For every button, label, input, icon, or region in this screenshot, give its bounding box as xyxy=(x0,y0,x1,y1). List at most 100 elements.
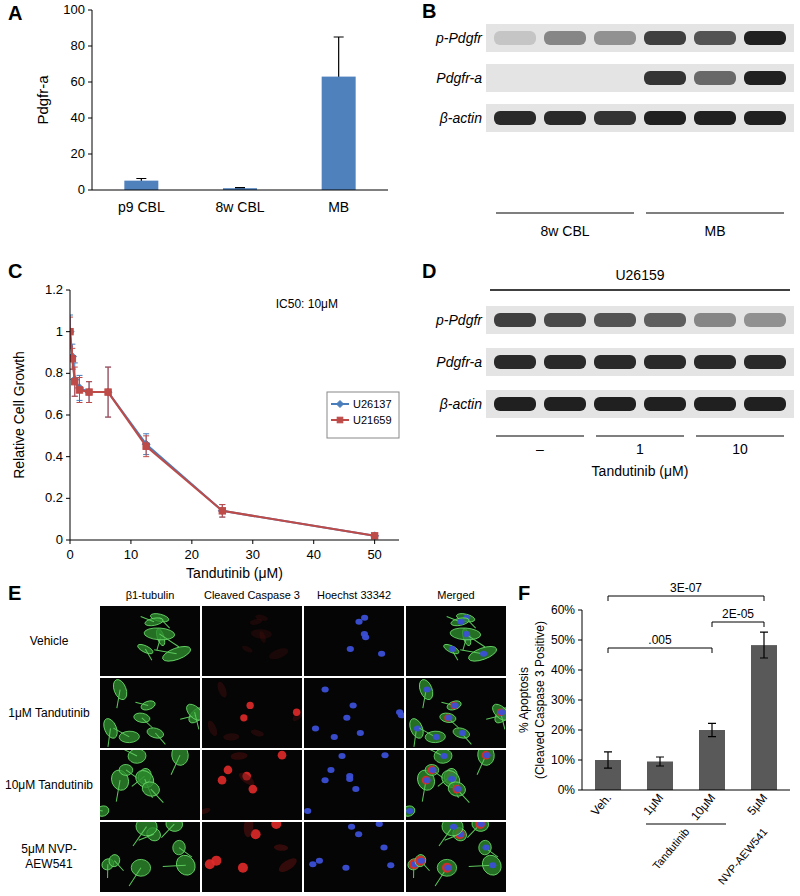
cell-process xyxy=(141,718,154,728)
y-tick-label: 0% xyxy=(558,783,576,797)
error-bar xyxy=(143,436,149,457)
legend-label: U21659 xyxy=(353,414,392,426)
band xyxy=(694,355,736,369)
nucleus xyxy=(380,845,387,851)
figure: A020406080100p9 CBL8w CBLMBPdgfr-aBp-Pdg… xyxy=(0,0,800,896)
cell-body xyxy=(417,678,436,702)
y-tick-label: 50% xyxy=(551,633,575,647)
micrograph-content xyxy=(312,687,404,740)
x-tick xyxy=(191,540,192,544)
y-tick xyxy=(88,154,92,155)
y-tick-label: 40 xyxy=(71,110,85,125)
marker xyxy=(337,401,344,408)
y-tick xyxy=(578,730,582,731)
nucleus xyxy=(304,808,311,814)
bar xyxy=(699,730,725,790)
caspase-signal xyxy=(238,863,248,873)
category-label: 10μM xyxy=(688,791,718,823)
group-label: 8w CBL xyxy=(540,223,589,239)
cell-process xyxy=(460,650,483,654)
error-bar xyxy=(70,348,75,369)
y-axis-title: % Apoptosis xyxy=(517,667,531,733)
blot-strip xyxy=(486,306,794,334)
cell-process xyxy=(135,702,148,705)
y-tick-label: 0 xyxy=(78,182,85,197)
nucleus xyxy=(361,631,368,637)
y-tick xyxy=(88,82,92,83)
row-label: 1μM Tandutinib xyxy=(2,678,96,748)
panel-letter: E xyxy=(8,582,21,604)
cell-body xyxy=(441,822,464,837)
nucleus xyxy=(483,752,490,758)
row-label: Pdgfr-a xyxy=(436,70,482,86)
group-label: MB xyxy=(705,223,726,239)
nucleus xyxy=(418,858,425,864)
nucleus xyxy=(348,824,355,830)
band xyxy=(494,31,536,45)
caspase-haze xyxy=(206,719,219,737)
marker xyxy=(218,507,226,515)
legend-box xyxy=(327,392,399,438)
caspase-haze xyxy=(202,807,211,816)
y-tick-label: 60% xyxy=(551,603,575,617)
band xyxy=(644,397,686,411)
micrograph xyxy=(304,678,404,748)
caspase-signal xyxy=(450,702,457,709)
band xyxy=(494,313,536,327)
micrograph-content xyxy=(442,612,498,664)
bar xyxy=(124,181,158,190)
nucleus xyxy=(378,651,385,657)
cell-process xyxy=(116,780,120,802)
nucleus xyxy=(454,786,461,792)
x-tick xyxy=(313,540,314,544)
caspase-haze xyxy=(277,856,299,875)
cell-body xyxy=(140,699,156,712)
group-line xyxy=(496,212,634,213)
marker xyxy=(219,508,225,514)
nucleus xyxy=(449,646,456,652)
error-bar xyxy=(86,382,92,403)
micrograph xyxy=(202,750,302,820)
cell-process xyxy=(108,728,111,747)
cell-process xyxy=(133,826,147,847)
y-tick-label: 1.2 xyxy=(45,282,63,297)
row-label: 5μM NVP-AEW541 xyxy=(2,822,96,892)
cell-body xyxy=(434,750,453,764)
micrograph-content xyxy=(304,752,388,814)
y-tick xyxy=(88,46,92,47)
caspase-signal xyxy=(422,776,431,785)
cell-body xyxy=(479,852,505,879)
column-header: β1-tubulin xyxy=(126,589,175,601)
row-label: β-actin xyxy=(439,110,482,126)
cell-body xyxy=(171,750,189,766)
band xyxy=(744,71,786,85)
caspase-signal xyxy=(224,766,233,775)
cell-process xyxy=(154,733,167,744)
significance-bracket xyxy=(608,648,712,653)
band xyxy=(594,397,636,411)
micrograph xyxy=(100,606,200,676)
cell-process xyxy=(113,861,125,871)
cell-body xyxy=(184,701,200,723)
caspase-signal xyxy=(497,709,504,716)
cell-body xyxy=(128,750,147,764)
nucleus xyxy=(452,702,459,708)
x-tick-label: 40 xyxy=(306,547,320,562)
figure-root: A020406080100p9 CBL8w CBLMBPdgfr-aBp-Pdg… xyxy=(0,0,800,896)
y-tick-label: 0.6 xyxy=(45,407,63,422)
column-header: Merged xyxy=(437,589,474,601)
y-tick-label: 0.8 xyxy=(45,365,63,380)
micrograph xyxy=(304,822,404,892)
plot-area xyxy=(595,632,777,790)
panel-letter: B xyxy=(422,0,436,22)
band xyxy=(744,313,786,327)
nucleus xyxy=(459,730,466,736)
nucleus xyxy=(331,734,338,740)
band xyxy=(494,111,536,125)
nucleus xyxy=(316,858,323,864)
nucleus xyxy=(463,631,470,637)
marker xyxy=(337,417,343,423)
nucleus xyxy=(423,777,430,783)
y-tick-label: 10% xyxy=(551,753,575,767)
band xyxy=(694,397,736,411)
